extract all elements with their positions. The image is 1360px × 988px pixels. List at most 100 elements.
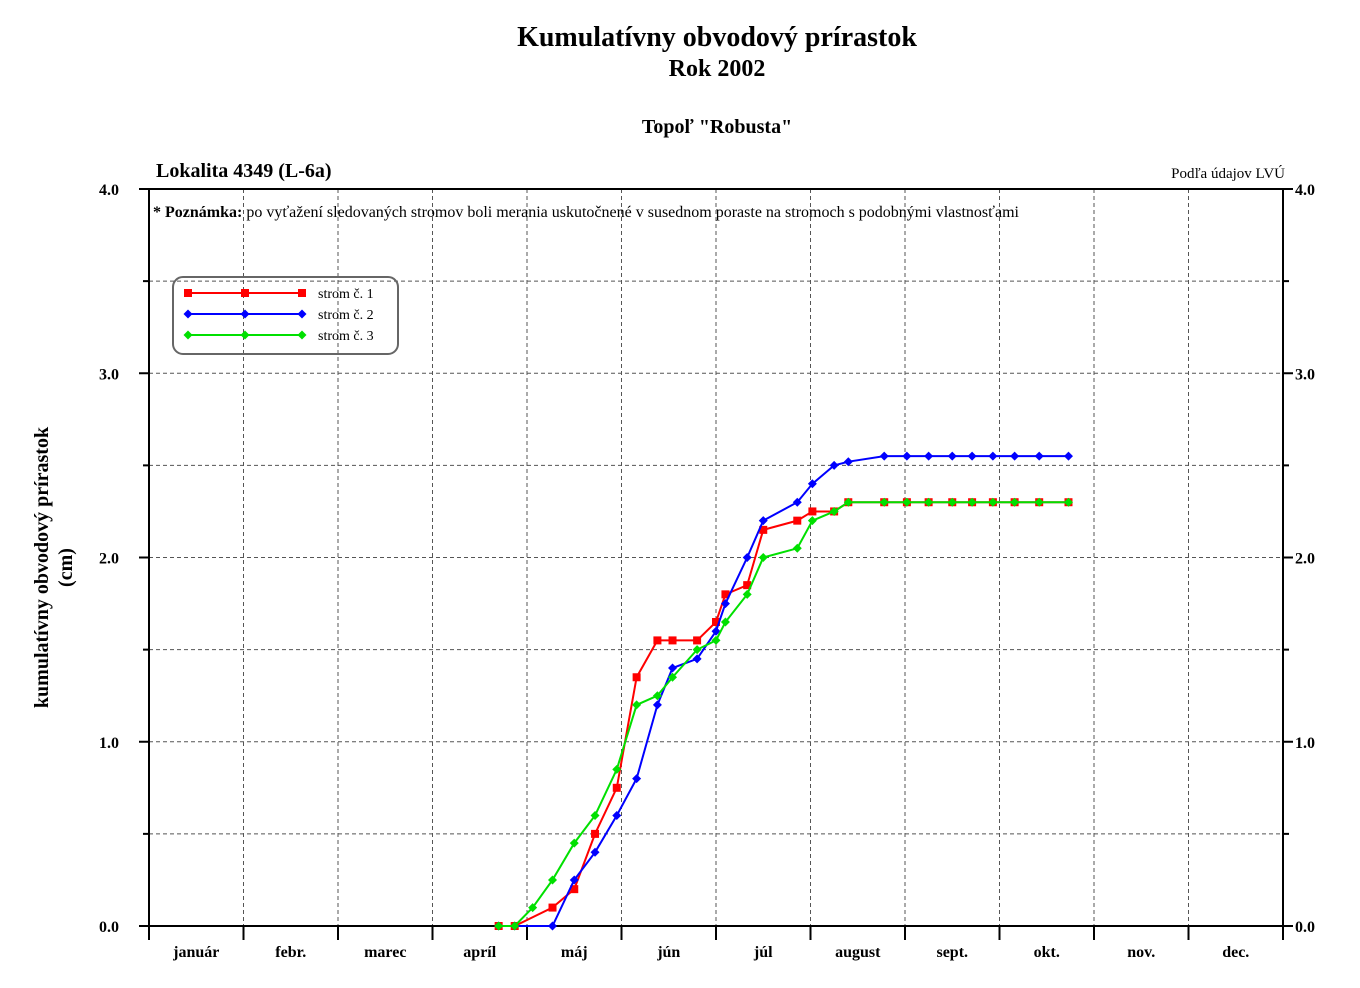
x-tick-label-month: júl	[753, 944, 773, 961]
data-point	[653, 636, 662, 645]
legend-label: strom č. 2	[318, 308, 374, 323]
y-tick-label-left: 2.0	[99, 551, 119, 568]
legend: strom č. 1 strom č. 2 strom č. 3	[172, 276, 399, 355]
x-tick-label-month: august	[835, 944, 881, 961]
data-point	[298, 289, 306, 297]
series-line	[498, 501, 1069, 927]
data-point	[612, 764, 622, 774]
data-point	[829, 506, 839, 516]
data-point	[569, 838, 579, 848]
chart-species: Topoľ "Robusta"	[641, 116, 793, 138]
legend-label: strom č. 1	[318, 287, 374, 302]
data-point	[668, 663, 678, 673]
y-tick-label-left: 3.0	[99, 366, 119, 383]
data-point	[590, 810, 600, 820]
chart-year: Rok 2002	[668, 56, 766, 82]
y-tick-label-left: 0.0	[99, 919, 119, 936]
y-tick-label-right: 1.0	[1295, 735, 1315, 752]
data-point	[1063, 497, 1073, 507]
y-tick-label-right: 3.0	[1295, 366, 1315, 383]
data-point	[720, 599, 730, 609]
data-point	[711, 626, 721, 636]
data-point	[241, 289, 249, 297]
data-point	[988, 497, 998, 507]
data-point	[569, 875, 579, 885]
x-tick-label-month: febr.	[275, 944, 306, 961]
data-point	[632, 673, 641, 682]
legend-item: strom č. 1	[184, 287, 374, 302]
legend-item: strom č. 2	[183, 308, 374, 323]
data-point	[570, 885, 579, 894]
data-point	[807, 479, 817, 489]
x-tick-label-month: jún	[656, 944, 680, 961]
data-point	[668, 672, 678, 682]
chart-note-prefix: * Poznámka:	[153, 204, 246, 221]
x-tick-label-month: máj	[561, 944, 588, 961]
data-point	[829, 460, 839, 470]
legend-item: strom č. 3	[183, 329, 374, 344]
data-point	[902, 451, 912, 461]
data-point	[692, 645, 702, 655]
data-point	[720, 617, 730, 627]
chart-note-text: po vyťažení sledovaných stromov boli mer…	[246, 204, 1019, 221]
data-point	[843, 497, 853, 507]
data-point	[548, 903, 557, 912]
data-point	[693, 636, 702, 645]
x-tick-label-month: marec	[364, 944, 406, 961]
series-3	[494, 497, 1073, 931]
x-tick-label-month: dec.	[1222, 944, 1249, 961]
data-point	[792, 543, 802, 553]
data-point	[184, 289, 192, 297]
chart-title: Kumulatívny obvodový prírastok	[517, 22, 917, 53]
data-point	[652, 700, 662, 710]
data-point	[742, 589, 752, 599]
x-tick-label-month: okt.	[1034, 944, 1060, 961]
data-point	[759, 525, 768, 534]
data-point	[807, 516, 817, 526]
data-point	[793, 516, 802, 525]
data-point	[1034, 451, 1044, 461]
data-point	[743, 581, 752, 590]
data-point	[668, 636, 677, 645]
legend-label: strom č. 3	[318, 329, 374, 344]
y-axis-title: kumulatívny obvodový prírastok	[31, 426, 53, 708]
data-point	[879, 451, 889, 461]
data-point	[548, 921, 558, 931]
y-tick-label-right: 2.0	[1295, 551, 1315, 568]
data-point	[721, 590, 730, 599]
data-point	[988, 451, 998, 461]
data-point	[183, 309, 193, 319]
data-point	[947, 497, 957, 507]
data-point	[591, 829, 600, 838]
data-point	[924, 451, 934, 461]
y-tick-label-right: 4.0	[1295, 182, 1315, 199]
series-2	[494, 451, 1073, 931]
data-point	[879, 497, 889, 507]
data-point	[494, 921, 504, 931]
data-point	[711, 635, 721, 645]
y-tick-label-right: 0.0	[1295, 919, 1315, 936]
location-label: Lokalita 4349 (L-6a)	[156, 160, 332, 182]
data-point	[510, 921, 520, 931]
data-point	[612, 810, 622, 820]
data-point	[240, 330, 250, 340]
data-point	[967, 497, 977, 507]
x-tick-label-month: sept.	[936, 944, 968, 961]
data-point	[792, 497, 802, 507]
data-point	[712, 617, 720, 626]
data-point	[1034, 497, 1044, 507]
series-1	[494, 498, 1073, 930]
data-point	[297, 330, 307, 340]
series-line	[498, 455, 1069, 927]
data-point	[652, 691, 662, 701]
chart-note: * Poznámka: po vyťažení sledovaných stro…	[153, 204, 1020, 221]
data-point	[967, 451, 977, 461]
data-point	[758, 516, 768, 526]
data-point	[590, 847, 600, 857]
y-tick-label-left: 4.0	[99, 182, 119, 199]
x-tick-label-month: apríl	[463, 944, 496, 961]
y-axis-unit: (cm)	[55, 548, 77, 587]
x-tick-label-month: nov.	[1127, 944, 1155, 961]
data-point	[924, 497, 934, 507]
data-point	[632, 774, 642, 784]
